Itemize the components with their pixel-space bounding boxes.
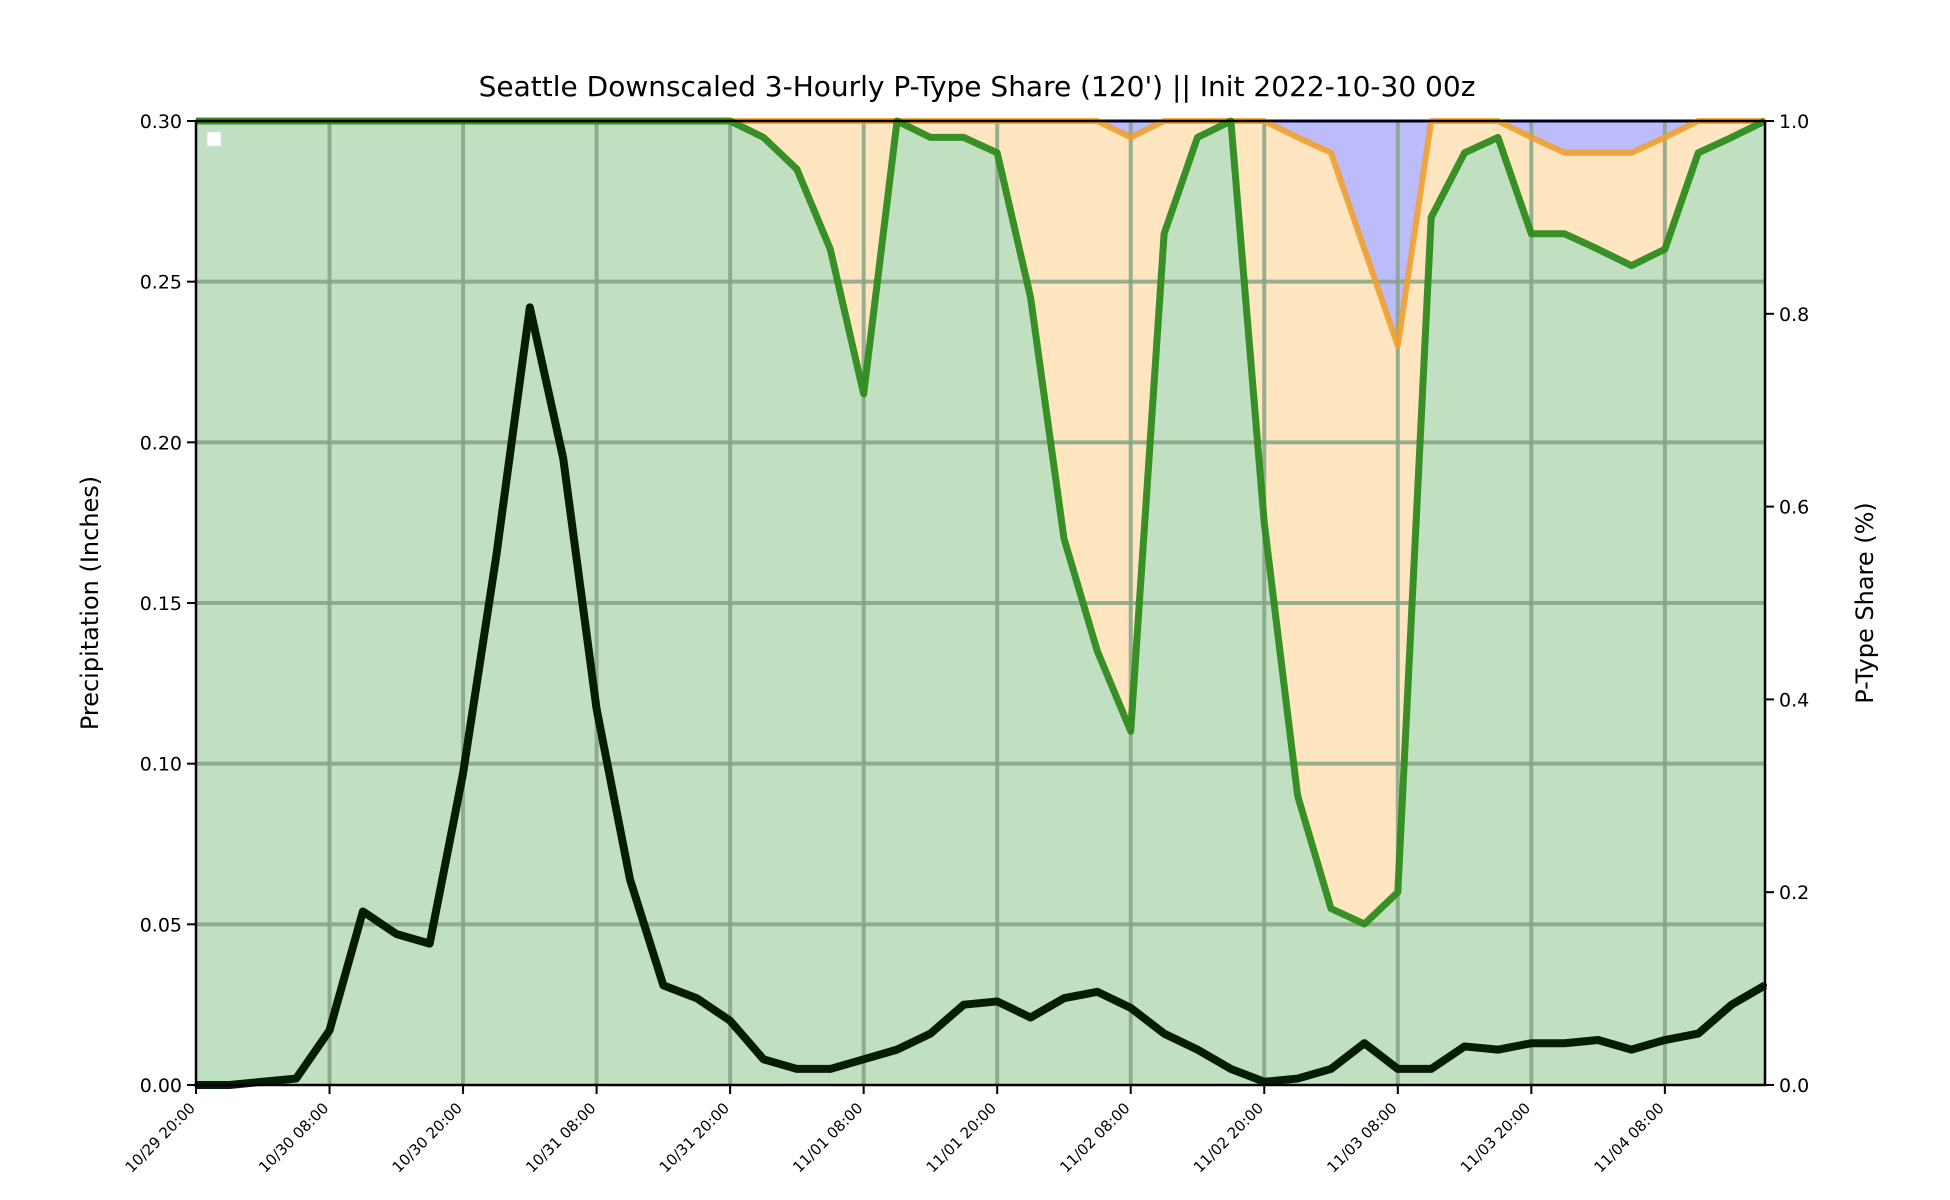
precipitation-point: [594, 707, 599, 712]
precipitation-point: [694, 996, 699, 1001]
precipitation-point: [1629, 1047, 1634, 1052]
precipitation-point: [1395, 1066, 1400, 1071]
precipitation-point: [1362, 1041, 1367, 1046]
left-tick-label: 0.30: [140, 111, 182, 133]
precipitation-point: [394, 931, 399, 936]
x-tick-label: 11/04 08:00: [1590, 1099, 1667, 1176]
right-axis-title: P-Type Share (%): [1851, 502, 1879, 704]
precipitation-point: [1195, 1047, 1200, 1052]
x-tick-label: 10/31 08:00: [522, 1099, 599, 1176]
x-tick-label: 10/31 20:00: [656, 1099, 733, 1176]
precipitation-point: [627, 877, 632, 882]
precipitation-point: [728, 1018, 733, 1023]
x-tick-label: 10/29 20:00: [122, 1099, 199, 1176]
right-tick-label: 0.8: [1779, 304, 1809, 326]
precipitation-point: [1262, 1079, 1267, 1084]
x-tick-label: 11/02 08:00: [1056, 1099, 1133, 1176]
precipitation-point: [1061, 996, 1066, 1001]
grid: [196, 121, 1765, 1085]
precipitation-point: [294, 1076, 299, 1081]
right-tick-label: 0.4: [1779, 689, 1809, 711]
precipitation-point: [794, 1066, 799, 1071]
mix-share-area: [196, 121, 1765, 925]
precipitation-point: [1696, 1031, 1701, 1036]
precipitation-point: [828, 1066, 833, 1071]
precipitation-line: [196, 303, 1768, 1089]
precipitation-point: [928, 1031, 933, 1036]
x-tick-label: 11/01 20:00: [923, 1099, 1000, 1176]
precipitation-point: [1228, 1066, 1233, 1071]
precipitation-point: [1162, 1031, 1167, 1036]
precipitation-point: [360, 909, 365, 914]
left-tick-label: 0.10: [140, 754, 182, 776]
precipitation-point: [427, 941, 432, 946]
right-tick-label: 0.2: [1779, 882, 1809, 904]
left-axis: 0.00 0.05 0.10 0.15 0.20 0.25 0.30: [140, 111, 196, 1097]
precipitation-point: [1128, 1005, 1133, 1010]
precipitation-point: [1329, 1066, 1334, 1071]
precipitation-point: [1429, 1066, 1434, 1071]
right-tick-label: 1.0: [1779, 111, 1809, 133]
right-axis: 0.0 0.2 0.4 0.6 0.8 1.0: [1765, 111, 1809, 1097]
right-tick-label: 0.6: [1779, 497, 1809, 519]
precipitation-point: [1095, 989, 1100, 994]
precipitation-point: [861, 1057, 866, 1062]
left-tick-label: 0.00: [140, 1075, 182, 1097]
x-tick-label: 11/01 08:00: [789, 1099, 866, 1176]
x-tick-label: 11/03 20:00: [1457, 1099, 1534, 1176]
left-tick-label: 0.05: [140, 914, 182, 936]
precipitation-point: [761, 1057, 766, 1062]
plot-area: [194, 117, 1768, 1089]
precipitation-point: [260, 1079, 265, 1084]
precipitation-point: [1028, 1015, 1033, 1020]
precipitation-point: [895, 1047, 900, 1052]
precipitation-point: [327, 1028, 332, 1033]
precipitation-point: [1596, 1038, 1601, 1043]
left-tick-label: 0.15: [140, 593, 182, 615]
left-tick-label: 0.25: [140, 272, 182, 294]
precipitation-point: [527, 305, 532, 310]
precipitation-point: [1662, 1038, 1667, 1043]
x-tick-label: 11/03 08:00: [1323, 1099, 1400, 1176]
legend: [206, 131, 222, 147]
right-tick-label: 0.0: [1779, 1075, 1809, 1097]
precipitation-point: [1495, 1047, 1500, 1052]
x-tick-label: 11/02 20:00: [1190, 1099, 1267, 1176]
x-tick-label: 10/30 08:00: [255, 1099, 332, 1176]
precipitation-point: [995, 999, 1000, 1004]
precipitation-point: [961, 1002, 966, 1007]
precipitation-point: [1295, 1076, 1300, 1081]
precipitation-point: [494, 552, 499, 557]
precipitation-point: [561, 456, 566, 461]
chart-title: Seattle Downscaled 3-Hourly P-Type Share…: [479, 70, 1476, 103]
left-tick-label: 0.20: [140, 432, 182, 454]
snow-share-area: [196, 121, 1765, 346]
precipitation-point: [461, 771, 466, 776]
precipitation-point: [1562, 1041, 1567, 1046]
precipitation-point: [1529, 1041, 1534, 1046]
x-tick-label: 10/30 20:00: [389, 1099, 466, 1176]
precipitation-point: [1729, 1002, 1734, 1007]
precipitation-point: [1462, 1044, 1467, 1049]
precipitation-point: [661, 983, 666, 988]
left-axis-title: Precipitation (Inches): [76, 476, 104, 730]
x-axis: 10/29 20:00 10/30 08:00 10/30 20:00 10/31 0…: [122, 1085, 1668, 1176]
